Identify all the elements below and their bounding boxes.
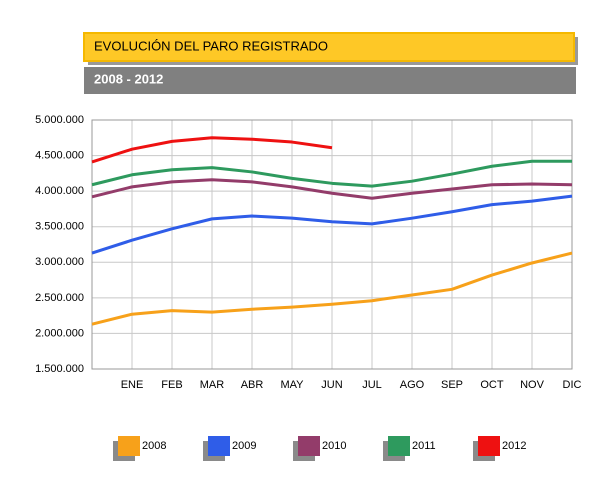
y-tick-label: 3.000.000 [35,256,84,268]
y-tick-label: 2.000.000 [35,327,84,339]
x-tick-label: MAR [200,379,225,391]
line [91,194,573,255]
line [91,251,573,326]
y-tick-label: 4.500.000 [35,149,84,161]
legend-swatch [388,436,410,456]
legend-label: 2011 [412,440,436,452]
legend-swatch [208,436,230,456]
chart-title: EVOLUCIÓN DEL PARO REGISTRADO [94,38,328,53]
legend-label: 2008 [142,440,166,452]
x-tick-label: JUN [321,379,342,391]
x-tick-label: JUL [362,379,382,391]
y-tick-label: 1.500.000 [35,363,84,375]
line [91,178,573,200]
y-tick-label: 3.500.000 [35,221,84,233]
x-tick-label: DIC [563,379,582,391]
legend-label: 2012 [502,440,526,452]
x-tick-label: ENE [121,379,144,391]
line [91,159,572,188]
line [91,136,333,164]
title-box [83,32,575,62]
x-tick-label: NOV [520,379,545,391]
x-tick-label: AGO [400,379,425,391]
y-tick-label: 2.500.000 [35,292,84,304]
legend-swatch [478,436,500,456]
y-tick-label: 5.000.000 [35,114,84,126]
subtitle-box [84,67,576,94]
x-tick-label: MAY [280,379,304,391]
legend-swatch [298,436,320,456]
x-tick-label: FEB [161,379,182,391]
chart-subtitle: 2008 - 2012 [94,71,163,86]
legend-swatch [118,436,140,456]
legend-label: 2009 [232,440,256,452]
legend-label: 2010 [322,440,346,452]
x-tick-label: ABR [241,379,264,391]
plot-border [91,119,573,370]
x-tick-label: OCT [480,379,504,391]
y-tick-label: 4.000.000 [35,185,84,197]
x-tick-label: SEP [441,379,463,391]
